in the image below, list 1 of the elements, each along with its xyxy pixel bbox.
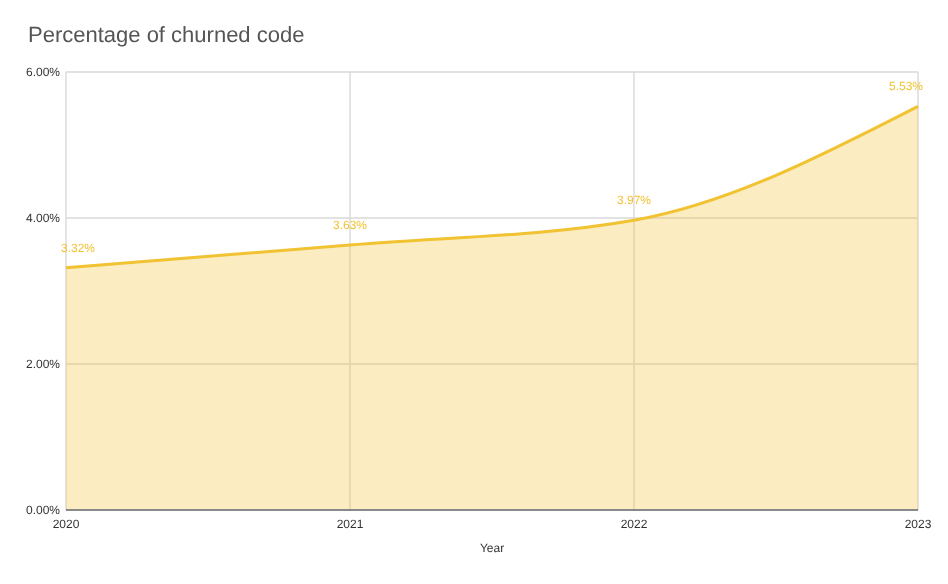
chart-title: Percentage of churned code	[28, 24, 305, 48]
